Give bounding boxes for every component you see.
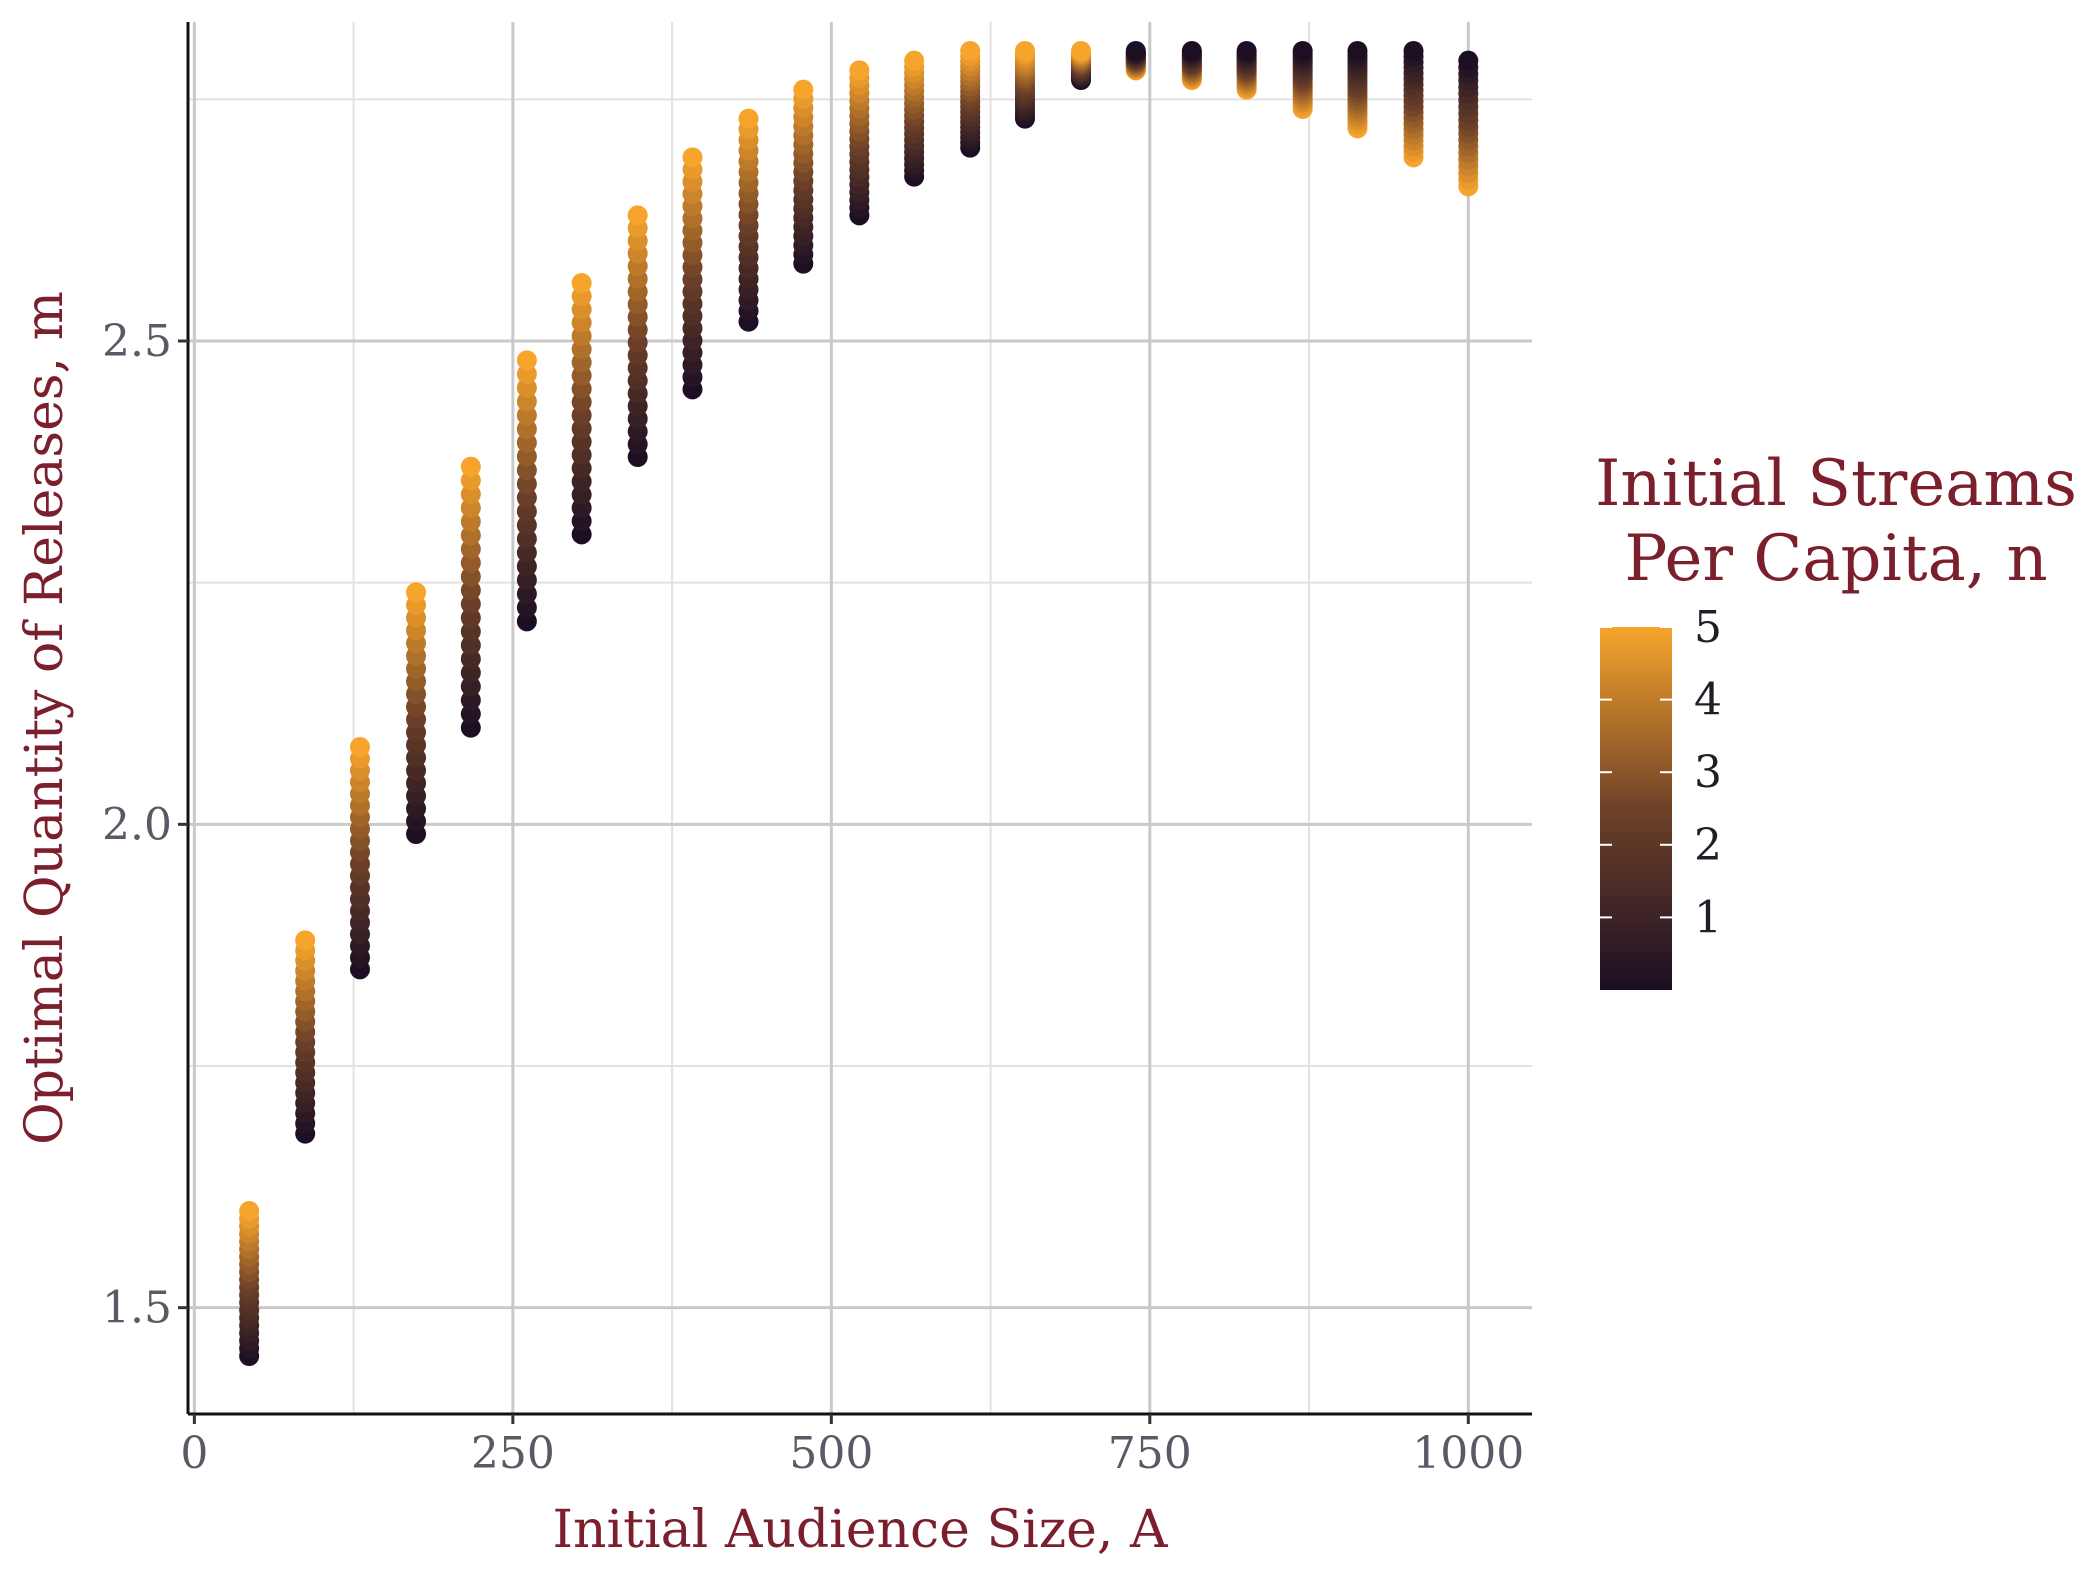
data-point (295, 930, 316, 951)
data-point (460, 635, 481, 656)
legend-title-line-2: Per Capita, n (1624, 522, 2047, 596)
data-point (516, 432, 537, 453)
data-point (849, 60, 870, 81)
x-axis-ticks: 0 250 500 750 1000 (180, 1414, 1524, 1479)
data-point (516, 597, 537, 618)
data-point (682, 147, 703, 168)
data-point (460, 703, 481, 724)
data-point (516, 364, 537, 385)
data-point (1181, 41, 1202, 61)
data-point (460, 594, 481, 615)
data-point (793, 79, 814, 100)
legend-colorbar (1600, 627, 1672, 990)
data-point (460, 621, 481, 642)
data-point (460, 566, 481, 587)
data-point (516, 556, 537, 577)
x-tick-label: 500 (789, 1428, 873, 1479)
data-point (460, 539, 481, 560)
legend-tick-label: 3 (1694, 747, 1722, 798)
data-point (960, 41, 981, 61)
data-point (516, 487, 537, 508)
data-point (516, 405, 537, 426)
data-point (460, 525, 481, 546)
y-tick-label: 2.0 (102, 799, 172, 850)
data-point (1236, 41, 1257, 61)
y-tick-label: 1.5 (102, 1283, 172, 1334)
data-point (516, 570, 537, 591)
data-point (516, 419, 537, 440)
data-point (516, 391, 537, 412)
data-point (1292, 41, 1313, 61)
x-tick-label: 250 (471, 1428, 555, 1479)
major-gridlines (188, 22, 1532, 1414)
data-point (1125, 41, 1146, 61)
data-point (349, 737, 370, 757)
data-point (1347, 41, 1368, 61)
data-point (516, 542, 537, 563)
x-tick-label: 1000 (1412, 1428, 1524, 1479)
data-point (460, 511, 481, 532)
data-point (460, 470, 481, 491)
minor-gridlines (188, 22, 1532, 1414)
data-point (627, 205, 648, 226)
y-tick-label: 2.5 (102, 316, 172, 367)
legend-tick-label: 5 (1694, 602, 1722, 653)
data-point (460, 552, 481, 573)
data-point (406, 582, 427, 603)
x-tick-label: 750 (1108, 1428, 1192, 1479)
y-axis-ticks: 1.5 2.0 2.5 (102, 316, 188, 1334)
legend-tick-label: 1 (1694, 892, 1722, 943)
data-point (516, 473, 537, 494)
data-point (516, 528, 537, 549)
data-point (904, 50, 925, 71)
data-point (460, 662, 481, 683)
legend-title-line-1: Initial Streams (1595, 447, 2077, 521)
data-point (460, 676, 481, 697)
data-point (516, 446, 537, 467)
data-point (516, 350, 537, 371)
data-point (460, 690, 481, 711)
data-point (1071, 41, 1092, 61)
data-point (460, 497, 481, 518)
data-point (460, 456, 481, 477)
data-point (738, 108, 759, 129)
data-point (516, 611, 537, 632)
data-point (460, 717, 481, 738)
data-point (516, 460, 537, 481)
data-point (460, 607, 481, 628)
data-point (460, 580, 481, 601)
data-points (239, 41, 1479, 1366)
legend-tick-label: 2 (1694, 820, 1722, 871)
data-point (516, 583, 537, 604)
x-axis-title: Initial Audience Size, A (552, 1500, 1168, 1560)
data-point (516, 515, 537, 536)
data-point (571, 273, 592, 293)
legend-tick-label: 4 (1694, 675, 1722, 726)
legend-ticks: 1 2 3 4 5 (1600, 602, 1722, 943)
data-point (1403, 41, 1424, 61)
data-point (516, 377, 537, 398)
data-point (239, 1201, 260, 1221)
data-point (1014, 41, 1035, 61)
x-tick-label: 0 (180, 1428, 208, 1479)
data-point (460, 484, 481, 505)
data-point (516, 501, 537, 522)
y-axis-title: Optimal Quantity of Releases, m (15, 291, 75, 1145)
color-legend: Initial Streams Per Capita, n 1 2 3 4 5 (1595, 447, 2077, 990)
data-point (1458, 50, 1479, 71)
data-point (460, 648, 481, 669)
